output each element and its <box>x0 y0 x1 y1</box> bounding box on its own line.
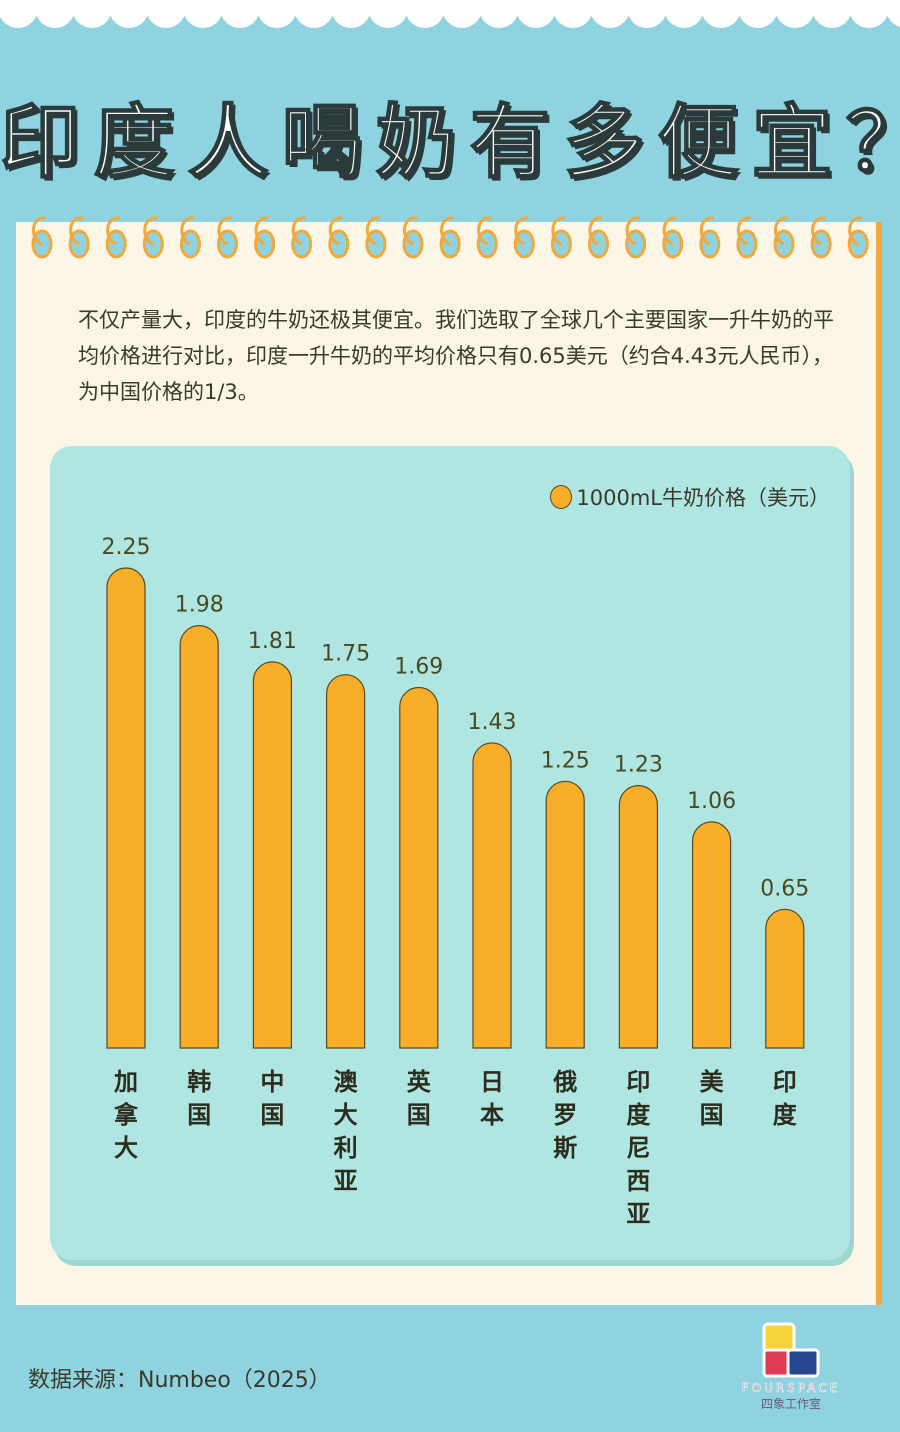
svg-text:四象工作室: 四象工作室 <box>761 1396 821 1411</box>
fourspace-logo: FOURSPACE 四象工作室 <box>741 1322 841 1411</box>
bar-韩国 <box>179 625 219 1049</box>
data-label: 0.65 <box>760 876 809 901</box>
source-note: 数据来源：Numbeo（2025） <box>28 1368 331 1393</box>
data-label: 1.43 <box>468 710 517 735</box>
bar-中国 <box>252 661 292 1049</box>
bar-俄罗斯 <box>545 780 585 1049</box>
bar-chart: 2.25 1.98 1.81 1.75 1.69 1.43 1.25 1.23 1.06 0.65 <box>102 535 809 1049</box>
category-label: 澳大利亚 <box>333 1068 358 1195</box>
category-label: 中国 <box>260 1068 285 1129</box>
spiral-rings <box>31 216 869 259</box>
bar-加拿大 <box>106 567 146 1049</box>
data-label: 1.81 <box>248 629 297 654</box>
svg-text:FOURSPACE: FOURSPACE <box>742 1381 841 1395</box>
bar-日本 <box>472 742 512 1049</box>
data-label: 1.98 <box>175 593 224 618</box>
category-label: 俄罗斯 <box>553 1068 578 1162</box>
intro-text: 不仅产量大，印度的牛奶还极其便宜。我们选取了全球几个主要国家一升牛奶的平均价格进… <box>78 308 834 404</box>
page-title: 印度人喝奶有多便宜？ <box>0 95 900 190</box>
bar-澳大利亚 <box>326 674 366 1049</box>
chart-panel: 2.25 1.98 1.81 1.75 1.69 1.43 1.25 1.23 1.06 0.65… <box>50 446 850 1260</box>
category-label: 英国 <box>406 1068 431 1129</box>
data-label: 1.06 <box>687 789 736 814</box>
data-label: 2.25 <box>102 535 151 560</box>
category-label: 印度尼西亚 <box>626 1068 651 1228</box>
data-label: 1.69 <box>394 654 443 679</box>
legend: 1000mL牛奶价格（美元） <box>550 482 830 512</box>
legend-swatch <box>550 485 573 509</box>
data-label: 1.23 <box>614 753 663 778</box>
bar-美国 <box>692 821 732 1049</box>
bar-印度尼西亚 <box>618 785 658 1049</box>
category-label: 韩国 <box>187 1068 212 1129</box>
data-label: 1.75 <box>321 642 370 667</box>
bar-英国 <box>399 686 439 1049</box>
category-label: 日本 <box>480 1068 504 1129</box>
category-label: 加拿大 <box>114 1068 138 1162</box>
scallop-border <box>0 0 900 28</box>
category-label: 美国 <box>699 1068 724 1129</box>
data-label: 1.25 <box>541 748 590 773</box>
category-label: 印度 <box>772 1068 797 1129</box>
bar-印度 <box>765 908 805 1049</box>
legend-label: 1000mL牛奶价格（美元） <box>576 486 830 510</box>
